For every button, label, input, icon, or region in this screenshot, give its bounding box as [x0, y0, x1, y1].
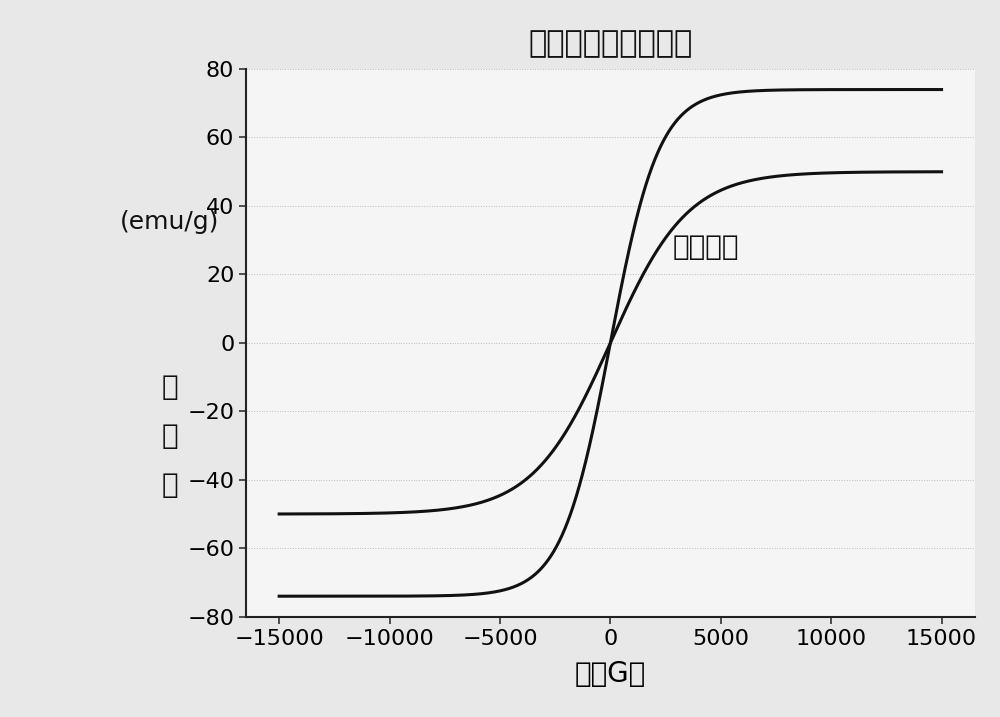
Title: 环糖精修饰磁性明胶: 环糖精修饰磁性明胶	[528, 29, 692, 58]
Text: 化: 化	[161, 422, 178, 450]
Text: (emu/g): (emu/g)	[120, 210, 219, 234]
X-axis label: 场（G）: 场（G）	[575, 660, 646, 688]
Text: 率: 率	[161, 471, 178, 499]
Text: 磁性明胶: 磁性明胶	[672, 233, 739, 261]
Text: 磁: 磁	[161, 373, 178, 401]
